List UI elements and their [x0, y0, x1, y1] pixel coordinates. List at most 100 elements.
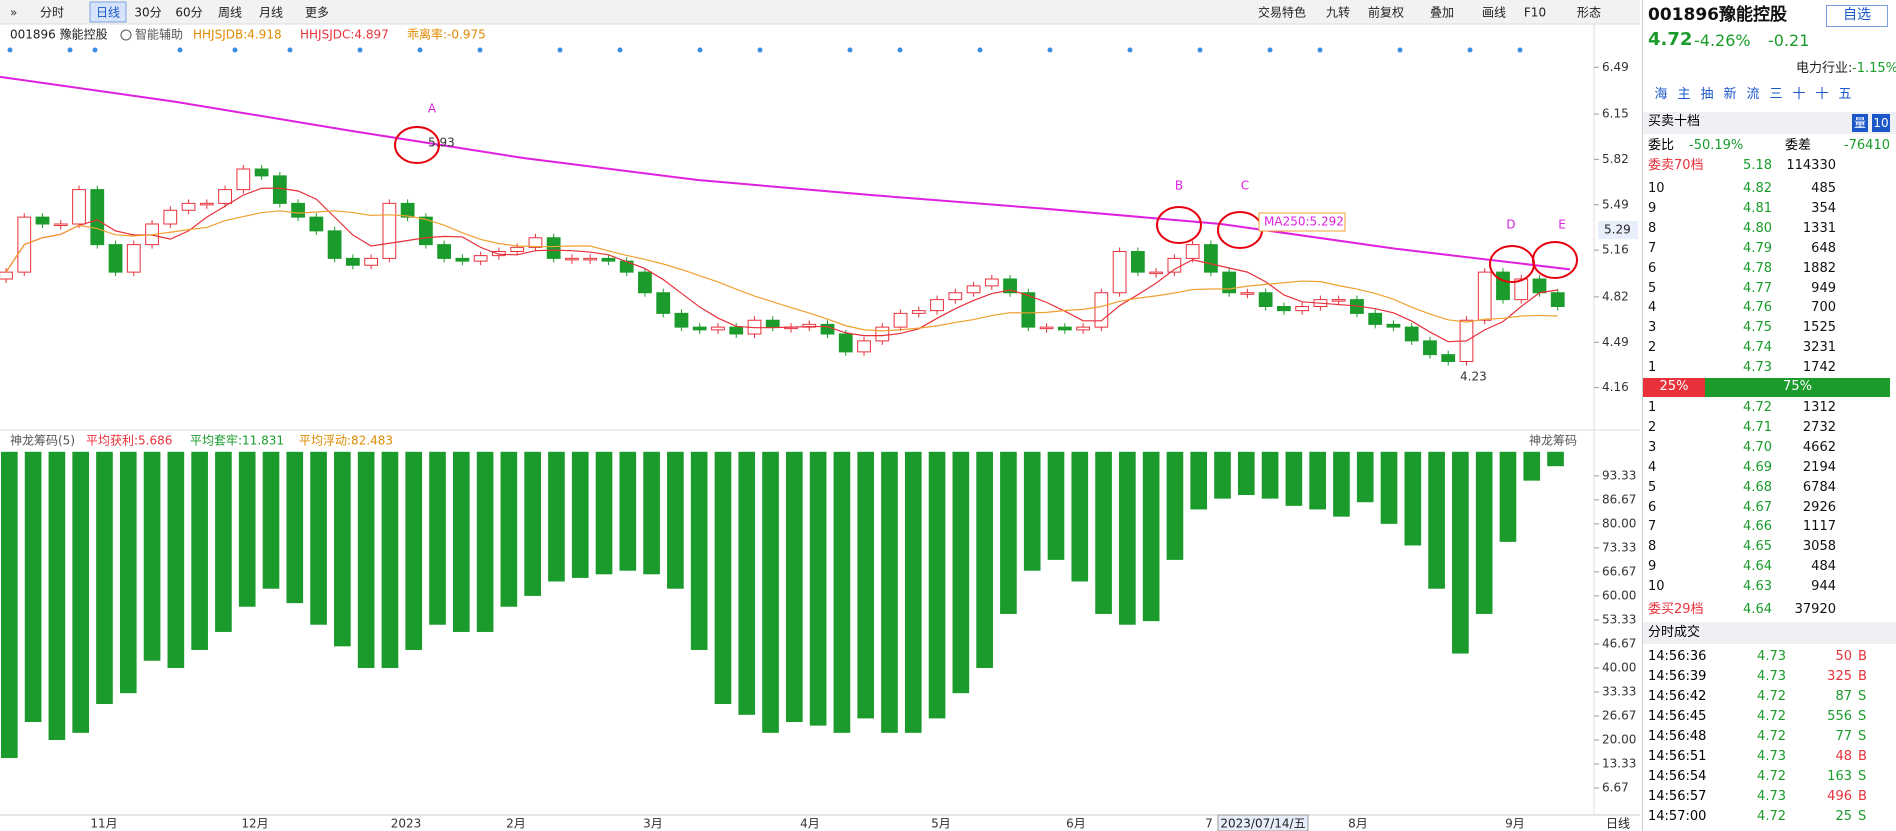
date-cursor: 2023/07/14/五: [1220, 817, 1305, 831]
signal-dot: [557, 47, 563, 53]
toolbar-tab[interactable]: 60分: [175, 6, 202, 20]
candle: [601, 257, 616, 262]
toolbar-tab[interactable]: 分时: [40, 6, 64, 20]
candle: [236, 168, 251, 191]
candle: [528, 237, 543, 248]
toolbar-button[interactable]: 九转: [1326, 5, 1350, 20]
candle: [163, 209, 178, 225]
assist-label[interactable]: 智能辅助: [135, 27, 183, 42]
book-bg: [1643, 112, 1896, 134]
chip-bar: [1333, 451, 1350, 517]
level-volume: 1882: [1802, 260, 1836, 276]
chip-bar: [143, 451, 161, 661]
chip-bar: [1261, 451, 1279, 499]
chip-bar: [738, 451, 756, 715]
toolbar-button[interactable]: 叠加: [1430, 6, 1454, 20]
panel-tab[interactable]: 十: [1792, 87, 1806, 102]
x-tick-label: 7: [1205, 817, 1213, 831]
candle: [364, 257, 379, 266]
level-price: 4.71: [1743, 419, 1772, 435]
trade-volume: 496: [1827, 789, 1852, 804]
y-tick-label: 20.00: [1602, 733, 1636, 747]
level-price: 5.18: [1743, 158, 1772, 173]
period-label: 日线: [1606, 817, 1630, 831]
signal-dot: [897, 47, 903, 53]
candle: [1441, 354, 1456, 362]
candle: [327, 230, 342, 259]
watch-button[interactable]: 自选: [1826, 5, 1888, 27]
chip-bar: [215, 451, 232, 632]
candle: [1057, 326, 1072, 331]
signal-dot: [67, 47, 73, 53]
trade-time: 14:56:51: [1648, 749, 1707, 764]
book-depth[interactable]: 10: [1872, 114, 1890, 132]
candle: [966, 285, 981, 294]
toolbar-button[interactable]: 画线: [1482, 6, 1506, 20]
panel-tab[interactable]: 五: [1838, 87, 1852, 102]
x-tick-label: 4月: [800, 817, 820, 831]
candle: [674, 312, 689, 328]
candle: [437, 244, 452, 259]
y-tick-label: 80.00: [1602, 516, 1636, 530]
level-volume: 3058: [1802, 539, 1836, 555]
level-price: 4.65: [1743, 539, 1772, 555]
candle: [1167, 257, 1182, 273]
trade-side: S: [1858, 729, 1867, 744]
trade-side: B: [1858, 749, 1867, 764]
candle: [218, 189, 232, 204]
x-tick-label: 11月: [90, 817, 117, 831]
signal-dot: [1197, 47, 1203, 53]
panel-tab[interactable]: 三: [1769, 87, 1783, 102]
x-tick-label: 6月: [1066, 817, 1086, 831]
trade-price: 4.73: [1757, 669, 1786, 684]
trade-volume: 163: [1827, 769, 1852, 784]
book-mode[interactable]: 量: [1852, 114, 1868, 132]
level: 6: [1648, 260, 1657, 276]
chip-bar: [1142, 451, 1160, 622]
chip-bar: [1452, 451, 1469, 654]
chip-bar: [167, 451, 185, 668]
signal-dot: [7, 47, 13, 53]
chip-bar: [595, 451, 613, 575]
toolbar-button[interactable]: 交易特色: [1258, 5, 1306, 20]
signal-dot: [1047, 47, 1053, 53]
level-price: 4.75: [1743, 320, 1772, 336]
chip-bar: [1499, 451, 1517, 542]
quote-pct: -4.26%: [1694, 31, 1751, 50]
toolbar-button[interactable]: 形态: [1577, 6, 1601, 20]
chip-bar: [1523, 451, 1541, 481]
panel-tab[interactable]: 海: [1654, 87, 1668, 102]
signal-dot: [847, 47, 853, 53]
candle: [1532, 278, 1547, 294]
chip-bar: [690, 451, 708, 650]
toolbar-button[interactable]: 前复权: [1368, 5, 1404, 20]
toolbar-tab[interactable]: 更多: [305, 6, 329, 20]
panel-tab[interactable]: 十: [1815, 87, 1829, 102]
signal-dot: [177, 47, 183, 53]
ma-long: [5, 210, 1558, 332]
candle: [984, 278, 999, 287]
toolbar-tab[interactable]: 30分: [134, 6, 161, 20]
toolbar-tab[interactable]: 周线: [218, 6, 242, 20]
toolbar-button[interactable]: F10: [1524, 6, 1546, 20]
level: 4: [1648, 300, 1657, 316]
signal-dot: [1517, 47, 1523, 53]
panel-tab[interactable]: 抽: [1700, 87, 1714, 102]
chip-bar: [119, 451, 137, 694]
toolbar-tab[interactable]: 月线: [259, 6, 283, 20]
candle: [1203, 244, 1218, 273]
price-tag-bg: [1598, 221, 1638, 239]
chip-bar: [476, 451, 494, 632]
trade-side: S: [1858, 709, 1867, 724]
chip-bar: [714, 451, 732, 704]
y-tick-label: 6.67: [1602, 781, 1629, 795]
panel-tab[interactable]: 主: [1677, 87, 1691, 102]
panel-tab[interactable]: 流: [1746, 87, 1760, 102]
chart-area: » 分时 日线 30分 60分 周线 月线 更多 交易特色 九转 前复权 叠加 画线 F10 形态00189…: [0, 0, 1640, 831]
panel-tab[interactable]: 新: [1723, 87, 1737, 102]
level-volume: 3231: [1802, 340, 1836, 356]
toolbar-tab[interactable]: 日线: [96, 6, 120, 20]
toolbar-bg: [0, 0, 1640, 24]
chip-bar: [571, 451, 589, 578]
lower-stat: 平均套牢:11.831: [190, 433, 284, 448]
